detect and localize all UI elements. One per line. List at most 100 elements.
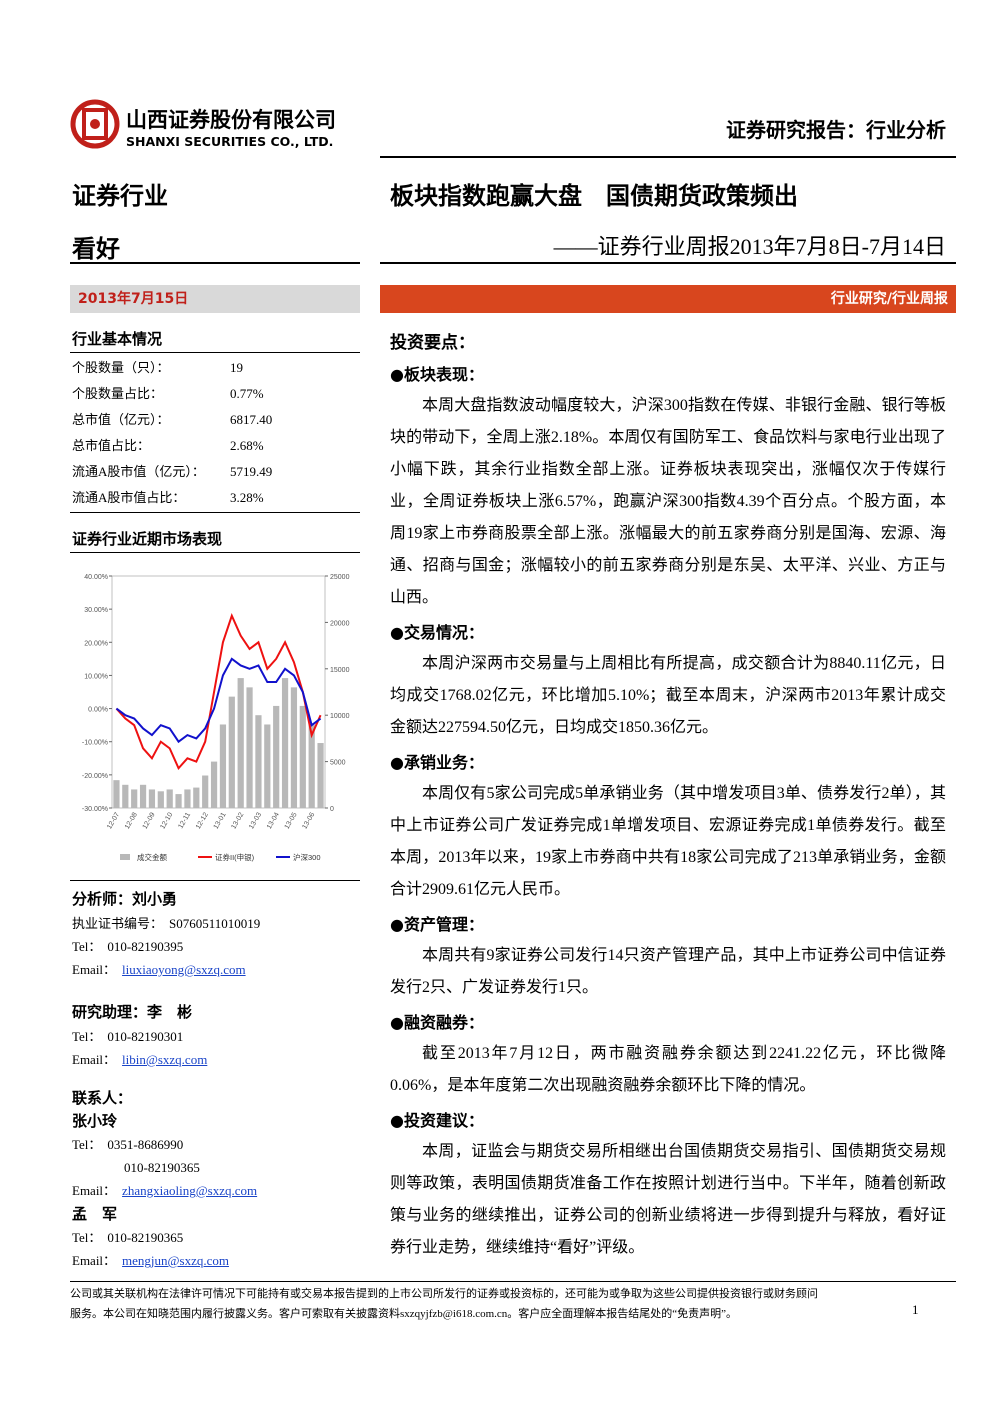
bar <box>246 687 253 808</box>
bar <box>113 780 120 808</box>
contact-line: Tel： 010-82190301 <box>72 1025 360 1048</box>
bar <box>148 789 156 808</box>
x-tick-label: 13-03 <box>248 811 263 830</box>
company-en: SHANXI SECURITIES CO., LTD. <box>126 134 334 149</box>
paragraph: 本周沪深两市交易量与上周相比有所提高，成交额合计为8840.11亿元，日均成交1… <box>390 655 946 736</box>
bar <box>202 775 209 808</box>
plot-frame <box>111 575 326 809</box>
assistant-title: 研究助理：李 彬 <box>72 1003 193 1021</box>
footer: 公司或其关联机构在法律许可情况下可能持有或交易本报告提到的上市公司所发行的证券或… <box>70 1284 920 1324</box>
x-tick-label: 12-07 <box>106 811 121 830</box>
x-tick-label: 13-02 <box>230 811 245 830</box>
bar <box>317 743 324 808</box>
bar <box>184 789 191 808</box>
y-tick-label: 40.00% <box>84 574 108 581</box>
y-tick-label: -30.00% <box>82 806 108 813</box>
bar <box>122 784 129 808</box>
legend-label: 沪深300 <box>293 852 321 862</box>
rule <box>70 1281 956 1282</box>
info-label: 流通A股市值占比： <box>72 490 186 505</box>
rule <box>380 156 956 158</box>
contact-label: Tel： <box>72 1230 102 1245</box>
y2-tick-label: 15000 <box>330 667 350 674</box>
bar <box>210 761 218 808</box>
paragraph: 本周共有9家证券公司发行14只资产管理产品，其中上市证券公司中信证券发行2只、广… <box>390 947 946 996</box>
y-tick-label: -10.00% <box>82 740 108 747</box>
contact-label: Email： <box>72 1183 117 1198</box>
bar <box>193 787 200 808</box>
info-value: 6817.40 <box>230 412 273 427</box>
rule <box>70 880 360 881</box>
legend-label: 成交金额 <box>137 852 167 862</box>
contact-value: 010-82190395 <box>107 939 184 954</box>
tag: 行业研究/行业周报 <box>830 291 948 307</box>
x-tick-label: 13-06 <box>301 811 316 830</box>
bar <box>139 784 147 808</box>
contacts-title: 联系人： <box>72 1089 133 1107</box>
main-content: 投资要点： ●板块表现： 本周大盘指数波动幅度较大，沪深300指数在传媒、非银行金… <box>390 324 946 1264</box>
bar <box>166 789 173 808</box>
bar <box>219 724 227 808</box>
x-tick-label: 12-10 <box>159 811 174 830</box>
line <box>115 613 322 771</box>
info-label: 个股数量（只）： <box>72 360 170 375</box>
contact-value: libin@sxzq.com <box>122 1052 208 1067</box>
contact-line: Email： zhangxiaoling@sxzq.com <box>72 1179 360 1202</box>
contact-value: liuxiaoyong@sxzq.com <box>122 962 246 977</box>
x-tick-label: 12-09 <box>142 811 157 830</box>
contact-label: Tel： <box>72 1137 102 1152</box>
company-cn: 山西证券股份有限公司 <box>126 108 336 132</box>
contact-label: 执业证书编号： <box>72 916 164 931</box>
paragraph: 本周，证监会与期货交易所相继出台国债期货交易指引、国债期货交易规则等政策，表明国… <box>390 1143 946 1256</box>
bar <box>255 715 262 808</box>
info-row: 流通A股市值（亿元）： 5719.49 <box>72 459 360 485</box>
x-tick-label: 13-01 <box>213 811 228 830</box>
rule <box>70 352 360 353</box>
contact-line: Email： liuxiaoyong@sxzq.com <box>72 958 360 981</box>
industry: 证券行业 <box>72 182 168 210</box>
rule <box>70 262 360 264</box>
analyst-title: 分析师：刘小勇 <box>72 890 178 908</box>
footer-line: 公司或其关联机构在法律许可情况下可能持有或交易本报告提到的上市公司所发行的证券或… <box>70 1288 818 1300</box>
section-heading: ●承销业务： <box>390 753 484 772</box>
contact-label: Email： <box>72 1253 117 1268</box>
tag-bar: 行业研究/行业周报 <box>380 285 956 313</box>
paragraph: 本周大盘指数波动幅度较大，沪深300指数在传媒、非银行金融、银行等板块的带动下，… <box>390 397 946 606</box>
bar <box>131 789 138 808</box>
contact-line: Tel： 010-82190365 <box>72 1226 360 1249</box>
info-value: 3.28% <box>230 490 264 505</box>
legend-label: 证券II(申银) <box>215 852 255 862</box>
bar <box>264 724 271 808</box>
section-heading: ●投资建议： <box>390 1111 484 1130</box>
bar <box>175 794 182 808</box>
y-tick-label: 20.00% <box>84 640 108 647</box>
report-type: 证券研究报告：行业分析 <box>726 118 946 142</box>
x-tick-label: 12-08 <box>124 811 139 830</box>
date-bar: 2013年7月15日 <box>70 285 360 313</box>
bar <box>228 696 235 808</box>
x-tick-label: 12-12 <box>195 811 210 830</box>
contacts: 分析师：刘小勇 执业证书编号： S0760511010019 Tel： 010-8219… <box>72 886 360 1272</box>
bar <box>281 678 289 808</box>
y2-tick-label: 0 <box>330 806 334 813</box>
rating: 看好 <box>72 235 120 263</box>
footer-line: 服务。本公司在知晓范围内履行披露义务。客户可索取有关披露资料sxzqyjfzb@… <box>70 1308 738 1320</box>
bar <box>308 724 315 808</box>
info-row: 流通A股市值占比： 3.28% <box>72 485 360 511</box>
contact-line: Tel： 0351-8686990 <box>72 1133 360 1156</box>
bar <box>273 705 280 808</box>
info-label: 个股数量占比： <box>72 386 164 401</box>
y-tick-label: 0.00% <box>88 707 108 714</box>
contact-line: Email： libin@sxzq.com <box>72 1048 360 1071</box>
contact-label: Email： <box>72 1052 117 1067</box>
info-label: 总市值占比： <box>72 438 151 453</box>
section-heading: ●融资融券： <box>390 1013 484 1032</box>
contact-value: 0351-8686990 <box>107 1137 184 1152</box>
key-points: 投资要点： <box>390 333 475 353</box>
logo <box>70 99 120 149</box>
paragraph: 本周仅有5家公司完成5单承销业务（其中增发项目3单、债券发行2单），其中上市证券… <box>390 785 946 898</box>
contact-name: 孟 军 <box>72 1205 118 1223</box>
info-row: 个股数量占比： 0.77% <box>72 381 360 407</box>
chart-title: 证券行业近期市场表现 <box>72 530 223 548</box>
